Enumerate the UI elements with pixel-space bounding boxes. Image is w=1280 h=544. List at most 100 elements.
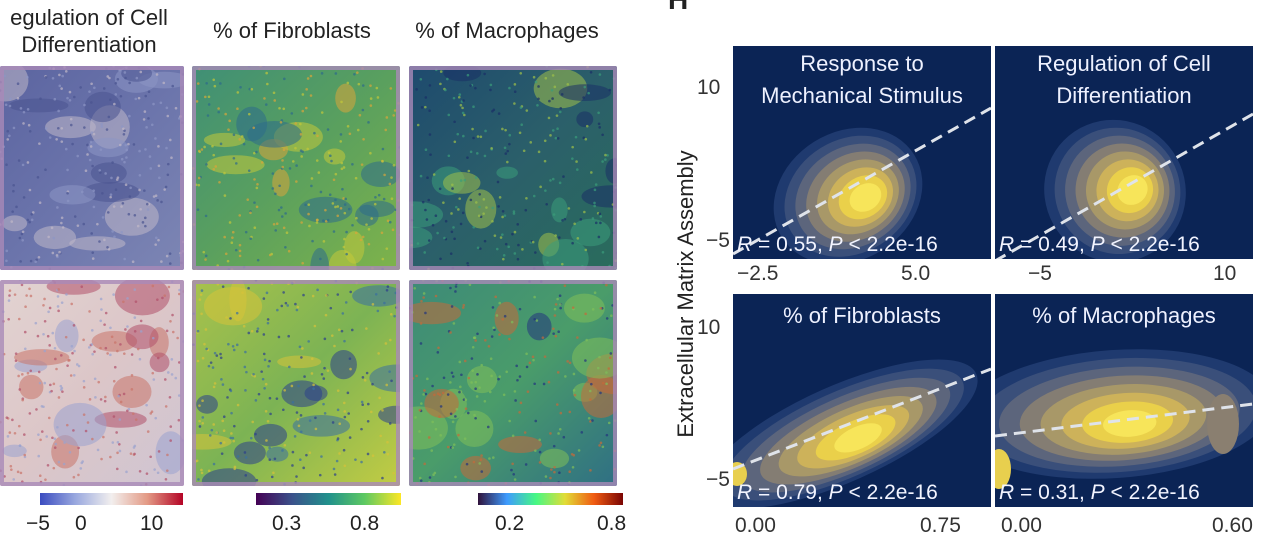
tile-spot xyxy=(231,436,235,440)
tile-blotch xyxy=(424,388,459,419)
tile-spot xyxy=(57,309,60,313)
tile-spot xyxy=(610,314,613,317)
tile-spot xyxy=(165,469,169,472)
tile-spot xyxy=(39,97,42,100)
tile-spot xyxy=(121,201,125,205)
tile-spot xyxy=(513,230,517,234)
tile-spot xyxy=(298,458,302,462)
tile-spot xyxy=(102,87,106,90)
tile-spot xyxy=(605,382,608,386)
tile-spot xyxy=(531,355,535,359)
tile-spot xyxy=(57,288,60,291)
tile-spot xyxy=(82,379,86,383)
tile-spot xyxy=(312,387,315,390)
tile-spot xyxy=(609,352,613,355)
tile-spot xyxy=(23,453,27,457)
tile-spot xyxy=(198,425,202,428)
tissue-border xyxy=(192,66,400,270)
tile-spot xyxy=(56,425,59,429)
tile-spot xyxy=(601,445,605,449)
tile-spot xyxy=(381,147,385,151)
tile-spot xyxy=(568,361,572,365)
tile-blotch xyxy=(442,172,481,194)
tile-spot xyxy=(168,252,172,256)
tile-spot xyxy=(223,171,226,175)
tile-spot xyxy=(38,142,41,145)
tile-spot xyxy=(476,135,480,138)
tile-spot xyxy=(439,434,442,437)
tile-spot xyxy=(83,103,86,107)
tile-spot xyxy=(498,333,501,336)
tile-spot xyxy=(589,469,592,472)
tile-spot xyxy=(20,283,24,287)
tile-spot xyxy=(593,291,597,294)
tile-spot xyxy=(198,298,202,301)
map-macrophages-top xyxy=(409,66,617,270)
tile-spot xyxy=(21,398,24,402)
tile-spot xyxy=(564,375,567,378)
tile-spot xyxy=(341,312,345,315)
tile-spot xyxy=(361,84,365,87)
tile-spot xyxy=(513,478,517,481)
tile-spot xyxy=(5,249,9,253)
tile-spot xyxy=(492,326,495,330)
tile-spot xyxy=(149,412,153,415)
tile-spot xyxy=(415,88,418,91)
tile-spot xyxy=(103,399,107,403)
tile-spot xyxy=(208,434,212,437)
tile-spot xyxy=(593,188,597,192)
tile-spot xyxy=(138,469,142,473)
tile-spot xyxy=(157,238,160,242)
tile-spot xyxy=(265,71,268,75)
tile-spot xyxy=(39,438,42,442)
tile-spot xyxy=(553,314,557,317)
tile-spot xyxy=(543,159,547,163)
tile-spot xyxy=(342,197,345,200)
density-plot xyxy=(733,106,991,259)
tile-spot xyxy=(375,86,379,90)
tile-spot xyxy=(86,143,89,147)
tile-spot xyxy=(283,443,287,447)
tile-spot xyxy=(17,424,21,428)
colorbar-macrophages xyxy=(478,493,623,505)
tile-spot xyxy=(198,404,201,407)
tile-spot xyxy=(331,421,335,424)
tile-spot xyxy=(26,108,30,111)
tile-spot xyxy=(537,150,541,154)
tile-spot xyxy=(381,160,384,163)
density-contour xyxy=(1102,410,1157,437)
tile-spot xyxy=(264,409,268,413)
tile-spot xyxy=(308,419,312,422)
tile-spot xyxy=(60,140,64,143)
tile-spot xyxy=(123,160,126,164)
tile-spot xyxy=(334,198,337,202)
tile-spot xyxy=(64,70,68,73)
tile-spot xyxy=(17,317,21,321)
tile-spot xyxy=(475,395,479,398)
tile-spot xyxy=(549,476,552,480)
tile-spot xyxy=(512,210,516,213)
tile-spot xyxy=(459,179,463,182)
tile-spot xyxy=(134,300,138,303)
tile-spot xyxy=(38,201,42,204)
tile-spot xyxy=(244,474,248,477)
tile-spot xyxy=(112,205,116,208)
tile-spot xyxy=(201,416,205,419)
tile-spot xyxy=(383,173,386,177)
tile-spot xyxy=(215,431,219,434)
tile-spot xyxy=(133,452,136,456)
tile-spot xyxy=(506,160,509,164)
tile-blotch xyxy=(539,448,570,469)
tile-spot xyxy=(221,285,225,288)
tile-spot xyxy=(520,123,524,127)
tile-spot xyxy=(298,345,302,349)
tile-spot xyxy=(452,443,456,446)
tile-spot xyxy=(3,74,7,78)
tile-spot xyxy=(519,71,523,75)
tile-spot xyxy=(284,245,287,249)
tile-spot xyxy=(310,184,313,188)
tile-spot xyxy=(295,308,299,312)
tile-spot xyxy=(452,96,456,100)
tile-spot xyxy=(333,344,336,348)
tile-spot xyxy=(591,308,595,311)
